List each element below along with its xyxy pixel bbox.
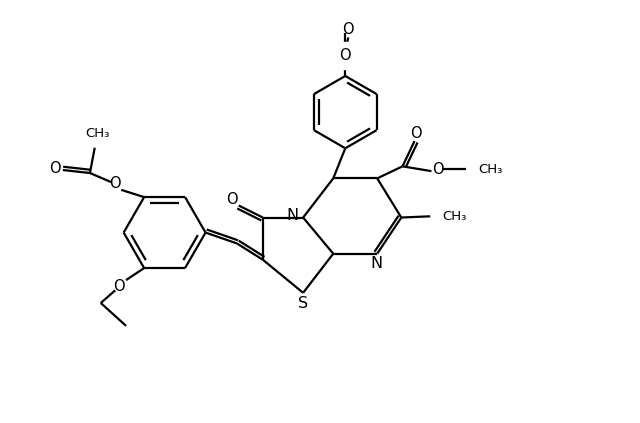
Text: O: O [431,162,444,177]
Text: S: S [298,296,308,310]
Text: O: O [339,48,351,63]
Text: O: O [410,126,422,141]
Text: O: O [342,22,354,37]
Text: O: O [113,279,125,294]
Text: CH₃: CH₃ [442,210,467,223]
Text: O: O [339,48,351,63]
Text: CH₃: CH₃ [479,163,503,176]
Text: O: O [49,161,61,176]
Text: O: O [226,192,237,207]
Text: CH₃: CH₃ [86,127,110,140]
Text: O: O [109,176,121,191]
Text: N: N [370,256,382,272]
Text: N: N [287,208,299,223]
